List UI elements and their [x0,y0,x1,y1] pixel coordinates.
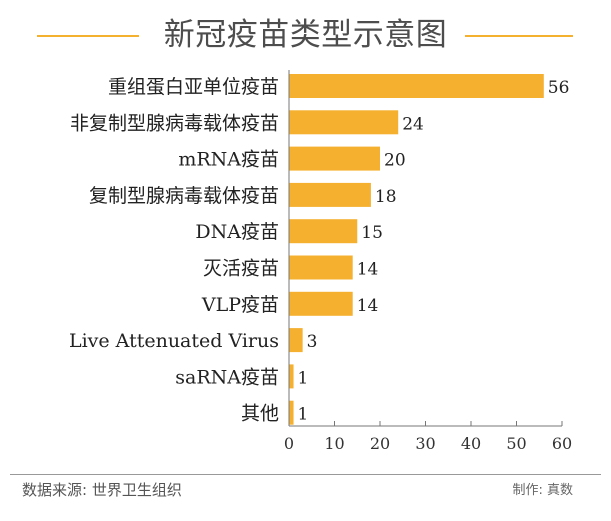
x-tick-label: 10 [324,434,344,453]
bar [289,74,544,98]
category-label: 复制型腺病毒载体疫苗 [89,185,279,207]
title-row: 新冠疫苗类型示意图 [0,8,611,62]
bar [289,400,294,425]
value-label: 56 [548,78,570,98]
bar [289,291,353,316]
category-label: 重组蛋白亚单位疫苗 [108,76,279,98]
category-label: DNA疫苗 [195,221,279,243]
bar [289,182,371,207]
chart-title: 新冠疫苗类型示意图 [163,17,448,53]
value-labels-group: 56 24 20 18 15 14 14 3 1 1 [298,78,570,425]
source-note: 数据来源: 世界卫生组织 [22,481,182,499]
bar [289,364,294,389]
category-label: 灭活疫苗 [203,258,279,280]
category-label: 其他 [241,403,279,425]
credit-note: 制作: 真数 [512,483,573,498]
x-tick-label: 60 [552,434,572,453]
value-label: 20 [384,151,406,171]
value-label: 24 [402,114,424,134]
bar [289,146,380,171]
x-tick-label: 0 [284,434,294,453]
category-label: 非复制型腺病毒载体疫苗 [70,112,279,134]
bar [289,110,399,135]
value-label: 3 [307,332,318,352]
value-label: 18 [375,187,397,207]
value-label: 14 [357,296,379,316]
x-axis: 0 10 20 30 40 50 60 [284,70,572,453]
category-label: mRNA疫苗 [178,149,279,171]
value-label: 1 [298,405,309,425]
bar [289,255,353,280]
category-label: saRNA疫苗 [175,366,279,388]
bars-group [289,74,544,425]
x-tick-label: 30 [415,434,435,453]
title-decor-line-right [465,35,573,37]
title-decor-line-left [37,35,139,37]
x-tick-label: 40 [461,434,481,453]
value-label: 15 [361,223,383,243]
category-label: Live Attenuated Virus [69,330,279,352]
category-label: VLP疫苗 [201,294,279,316]
value-label: 14 [357,260,379,280]
bar [289,328,303,353]
x-tick-label: 20 [370,434,390,453]
footer-divider [10,474,601,475]
x-tick-label: 50 [506,434,526,453]
bar [289,219,358,244]
value-label: 1 [298,368,309,388]
